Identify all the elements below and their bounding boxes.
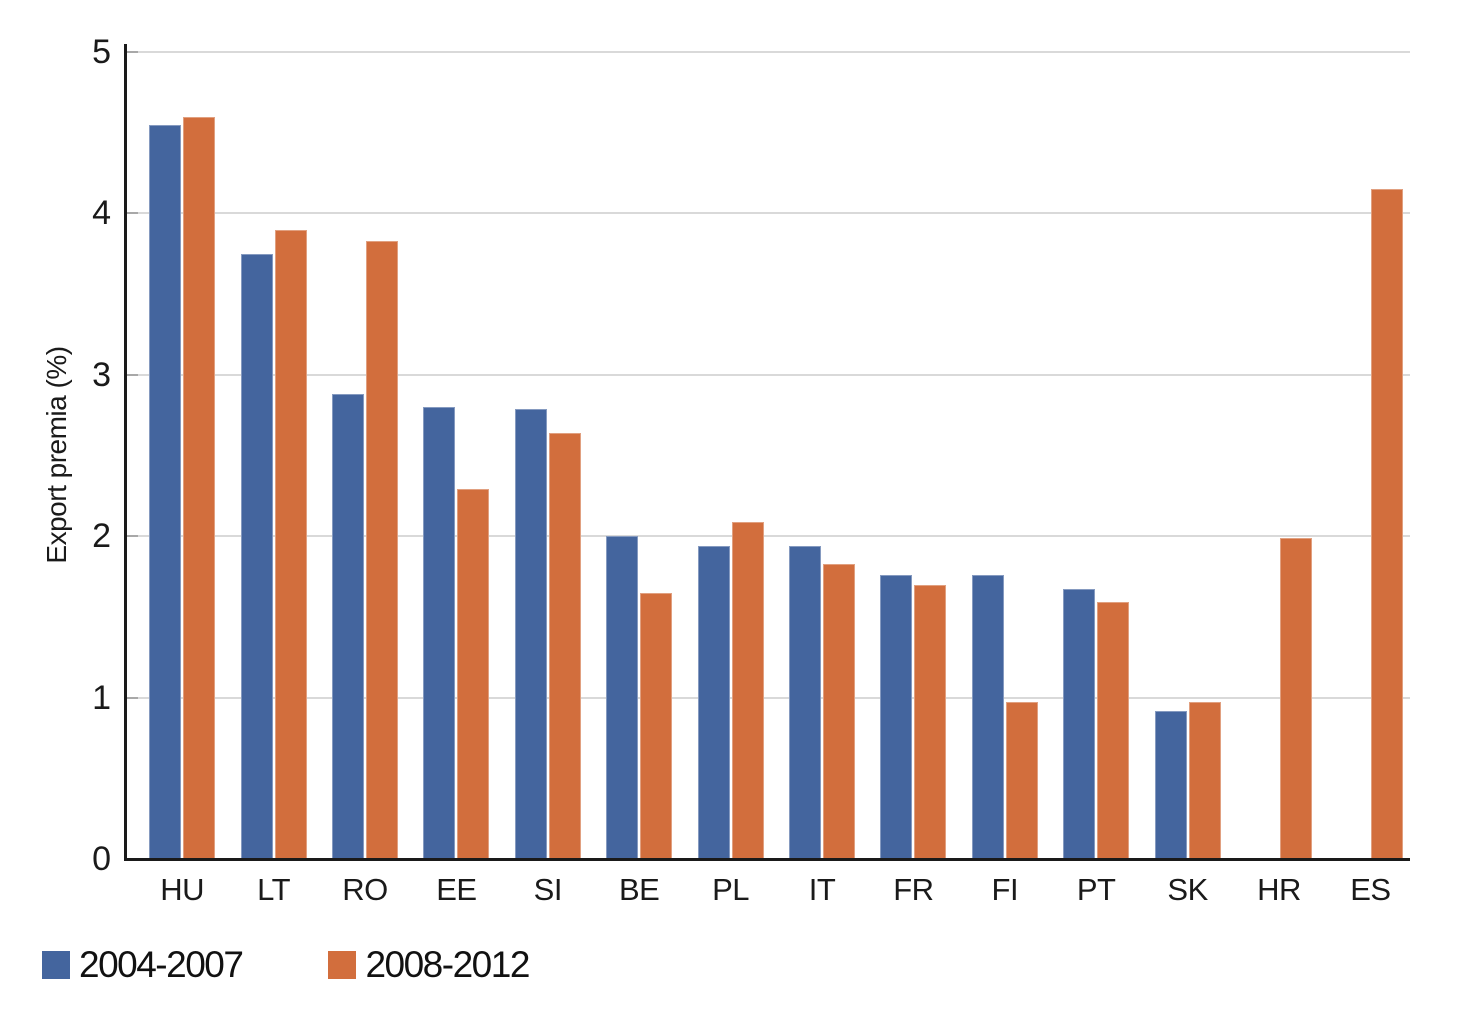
bar-LT-2008-2012 — [274, 229, 307, 859]
x-tick-label-SK: SK — [1167, 872, 1208, 907]
bar-SI-2008-2012 — [548, 432, 581, 859]
y-tick-mark-5 — [126, 51, 138, 53]
x-tick-label-LT: LT — [257, 872, 291, 907]
y-tick-mark-1 — [126, 696, 138, 699]
y-tick-mark-3 — [126, 373, 138, 376]
legend: 2004-2007 2008-2012 — [42, 944, 530, 986]
y-tick-mark-2 — [126, 535, 138, 538]
y-axis-line — [124, 44, 127, 860]
bar-FR-2008-2012 — [914, 584, 947, 859]
legend-label: 2008-2012 — [365, 944, 530, 985]
bar-SK-2008-2012 — [1188, 702, 1221, 859]
bar-EE-2004-2007 — [423, 407, 456, 859]
gridline-y-1 — [126, 696, 1410, 699]
x-tick-label-PL: PL — [712, 872, 750, 907]
x-tick-label-BE: BE — [619, 872, 660, 907]
x-tick-label-IT: IT — [808, 872, 836, 907]
bar-IT-2004-2007 — [789, 545, 821, 859]
x-tick-label-EE: EE — [436, 872, 477, 907]
bar-IT-2008-2012 — [823, 563, 855, 859]
x-tick-label-SI: SI — [533, 872, 563, 907]
y-tick-label-0: 0 — [92, 840, 111, 878]
x-axis-line — [124, 858, 1410, 861]
bar-LT-2004-2007 — [240, 253, 273, 859]
bar-BE-2008-2012 — [640, 592, 673, 859]
x-tick-label-HU: HU — [160, 872, 205, 907]
gridline-y-4 — [126, 212, 1410, 215]
legend-item-2008-2012: 2008-2012 — [328, 944, 530, 986]
bar-ES-2008-2012 — [1371, 189, 1404, 859]
x-tick-label-HR: HR — [1257, 872, 1301, 907]
x-tick-label-FR: FR — [893, 872, 934, 907]
bar-PL-2004-2007 — [697, 545, 730, 859]
gridline-y-3 — [126, 373, 1410, 376]
bar-HU-2004-2007 — [149, 124, 182, 859]
bar-PT-2004-2007 — [1063, 589, 1096, 859]
gridline-y-2 — [126, 535, 1410, 538]
legend-swatch-blue — [42, 951, 70, 979]
bar-EE-2008-2012 — [457, 489, 490, 859]
bar-PL-2008-2012 — [731, 521, 764, 859]
legend-item-2004-2007: 2004-2007 — [42, 944, 244, 986]
plot-area — [126, 51, 1410, 859]
x-tick-label-ES: ES — [1350, 872, 1391, 907]
bar-SK-2004-2007 — [1154, 710, 1187, 859]
x-tick-label-PT: PT — [1076, 872, 1116, 907]
gridline-y-5 — [126, 51, 1410, 53]
y-tick-label-5: 5 — [92, 33, 111, 71]
bar-RO-2004-2007 — [332, 394, 364, 859]
bar-FI-2008-2012 — [1005, 702, 1038, 859]
legend-label: 2004-2007 — [79, 944, 244, 985]
y-tick-label-3: 3 — [92, 355, 111, 394]
bar-HU-2008-2012 — [183, 116, 216, 859]
bar-HR-2008-2012 — [1280, 537, 1312, 859]
x-tick-label-RO: RO — [342, 872, 388, 907]
y-tick-mark-4 — [126, 212, 138, 215]
bar-SI-2004-2007 — [514, 408, 547, 859]
y-tick-label-1: 1 — [92, 678, 111, 717]
bar-BE-2004-2007 — [606, 536, 639, 859]
bar-FR-2004-2007 — [880, 574, 913, 859]
y-tick-label-2: 2 — [92, 517, 111, 556]
y-tick-label-4: 4 — [92, 194, 111, 233]
legend-swatch-orange — [328, 951, 357, 979]
bar-RO-2008-2012 — [366, 240, 398, 859]
x-tick-label-FI: FI — [991, 872, 1019, 907]
bar-PT-2008-2012 — [1097, 602, 1130, 859]
bar-FI-2004-2007 — [971, 574, 1004, 859]
